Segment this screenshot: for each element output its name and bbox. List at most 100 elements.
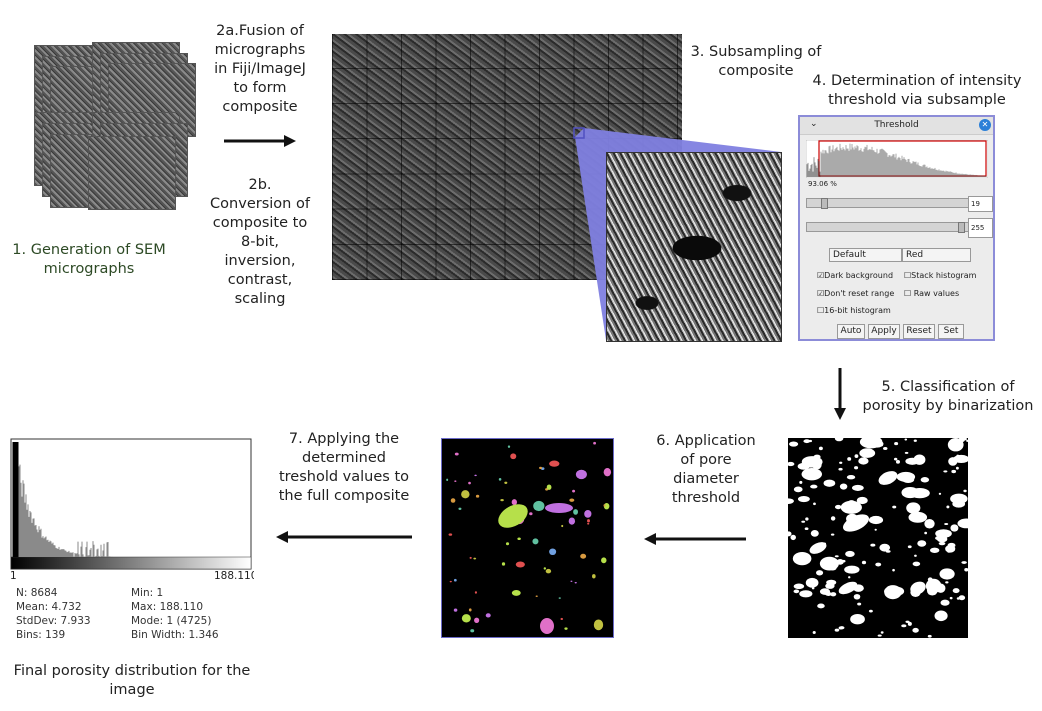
pore-blob xyxy=(934,610,948,622)
pore-blob xyxy=(793,583,805,590)
pore-particle xyxy=(592,574,596,579)
threshold-histogram xyxy=(806,140,988,178)
pore-blob xyxy=(879,543,891,552)
pore-blob xyxy=(938,541,946,546)
pore-blob xyxy=(883,447,888,451)
pore-blob xyxy=(910,581,926,595)
pore-blob xyxy=(871,438,878,442)
stat-bin-width: Bin Width: 1.346 xyxy=(131,629,219,641)
pore-blob xyxy=(914,554,917,557)
pore-blob xyxy=(892,568,895,572)
pore-blob xyxy=(839,483,848,490)
pore-particle xyxy=(470,629,475,633)
pore-particle xyxy=(574,582,577,584)
pore-blob xyxy=(854,454,859,458)
pore-blob xyxy=(870,543,876,547)
dialog-titlebar: ⌄ Threshold ✕ xyxy=(800,117,993,135)
pore-blob xyxy=(901,487,919,499)
histogram-axis-min: 1 xyxy=(10,570,17,582)
step5-label: 5. Classification of porosity by binariz… xyxy=(862,379,1034,414)
stat-mean: Mean: 4.732 xyxy=(16,601,82,613)
set-button[interactable]: Set xyxy=(938,324,964,339)
pore-particle xyxy=(453,578,457,582)
pore-particle xyxy=(454,480,457,482)
pore-particle xyxy=(474,474,477,477)
pore-particle xyxy=(545,503,573,513)
pore-blob xyxy=(834,628,840,632)
dark-background-checkbox[interactable]: ☑Dark background xyxy=(817,271,894,280)
pore-blob xyxy=(875,562,882,567)
pore-blob xyxy=(964,568,968,572)
pore-blob xyxy=(845,550,855,558)
binarized-image xyxy=(788,438,968,638)
max-value-field[interactable]: 255 xyxy=(968,218,993,238)
min-value-field[interactable]: 19 xyxy=(968,196,993,212)
auto-button[interactable]: Auto xyxy=(837,324,865,339)
pore-particle xyxy=(474,591,478,594)
pore-particle xyxy=(533,500,545,512)
step1-label: 1. Generation of SEM micrographs xyxy=(12,242,166,277)
arrow-down-icon xyxy=(834,368,846,420)
pore-particle xyxy=(564,627,568,630)
pore-blob xyxy=(949,596,953,600)
dont-reset-range-checkbox[interactable]: ☑Don't reset range xyxy=(817,289,895,298)
pore-blob xyxy=(917,540,927,547)
pore-particle xyxy=(515,561,525,568)
pore-particle xyxy=(450,498,456,503)
pore-particle xyxy=(539,466,543,470)
display-select[interactable]: Red xyxy=(902,248,971,262)
raw-values-checkbox[interactable]: ☐ Raw values xyxy=(904,289,960,298)
pore-blob xyxy=(836,559,844,565)
pore-blob xyxy=(792,551,812,566)
pore-blob xyxy=(846,475,856,480)
pore-blob xyxy=(857,602,862,606)
pore-particle xyxy=(505,542,510,546)
pore-particle xyxy=(545,568,552,574)
pore-particle xyxy=(449,580,452,583)
pore-particle xyxy=(540,618,554,634)
reset-button[interactable]: Reset xyxy=(903,324,935,339)
pore-blob xyxy=(811,459,822,470)
pore-particle xyxy=(468,481,471,485)
pore-blob xyxy=(822,560,827,564)
pore-blob xyxy=(789,441,799,447)
pore-blob xyxy=(847,457,852,461)
slider-thumb[interactable] xyxy=(958,222,965,233)
slider-thumb[interactable] xyxy=(821,198,828,209)
pore-particle xyxy=(532,538,539,545)
pore-particle xyxy=(511,590,521,596)
pore-particle xyxy=(498,504,528,528)
pore-blob xyxy=(856,496,868,505)
pore-blob xyxy=(902,476,915,484)
min-slider[interactable] xyxy=(806,198,970,209)
pore-blob xyxy=(947,542,956,548)
pore-particle xyxy=(601,557,607,564)
pore-blob xyxy=(854,466,859,470)
pore-blob xyxy=(955,466,959,470)
pore-particle xyxy=(510,453,517,460)
pore-particle xyxy=(454,452,459,456)
apply-button[interactable]: Apply xyxy=(868,324,900,339)
pore-particle xyxy=(446,478,449,482)
pore-blob xyxy=(805,517,809,521)
max-slider[interactable] xyxy=(806,222,970,233)
pore-blob xyxy=(868,609,873,613)
arrow-left-icon xyxy=(644,533,746,545)
chevron-down-icon[interactable]: ⌄ xyxy=(810,119,818,129)
stat-stddev: StdDev: 7.933 xyxy=(16,615,91,627)
final-label: Final porosity distribution for the imag… xyxy=(13,663,251,698)
16bit-histogram-checkbox[interactable]: ☐16-bit histogram xyxy=(817,306,891,315)
pore-blob xyxy=(874,528,877,531)
pore-blob xyxy=(853,594,861,600)
method-select[interactable]: Default xyxy=(829,248,902,262)
pore-blob xyxy=(938,492,942,495)
pore-blob xyxy=(906,502,921,514)
pore-blob xyxy=(842,514,870,532)
pore-blob xyxy=(810,484,818,489)
pore-blob xyxy=(908,511,928,523)
pore-blob xyxy=(801,468,823,481)
close-icon[interactable]: ✕ xyxy=(979,119,991,131)
pore-blob xyxy=(803,439,811,444)
stack-histogram-checkbox[interactable]: ☐Stack histogram xyxy=(904,271,977,280)
pore-particle xyxy=(572,489,576,493)
